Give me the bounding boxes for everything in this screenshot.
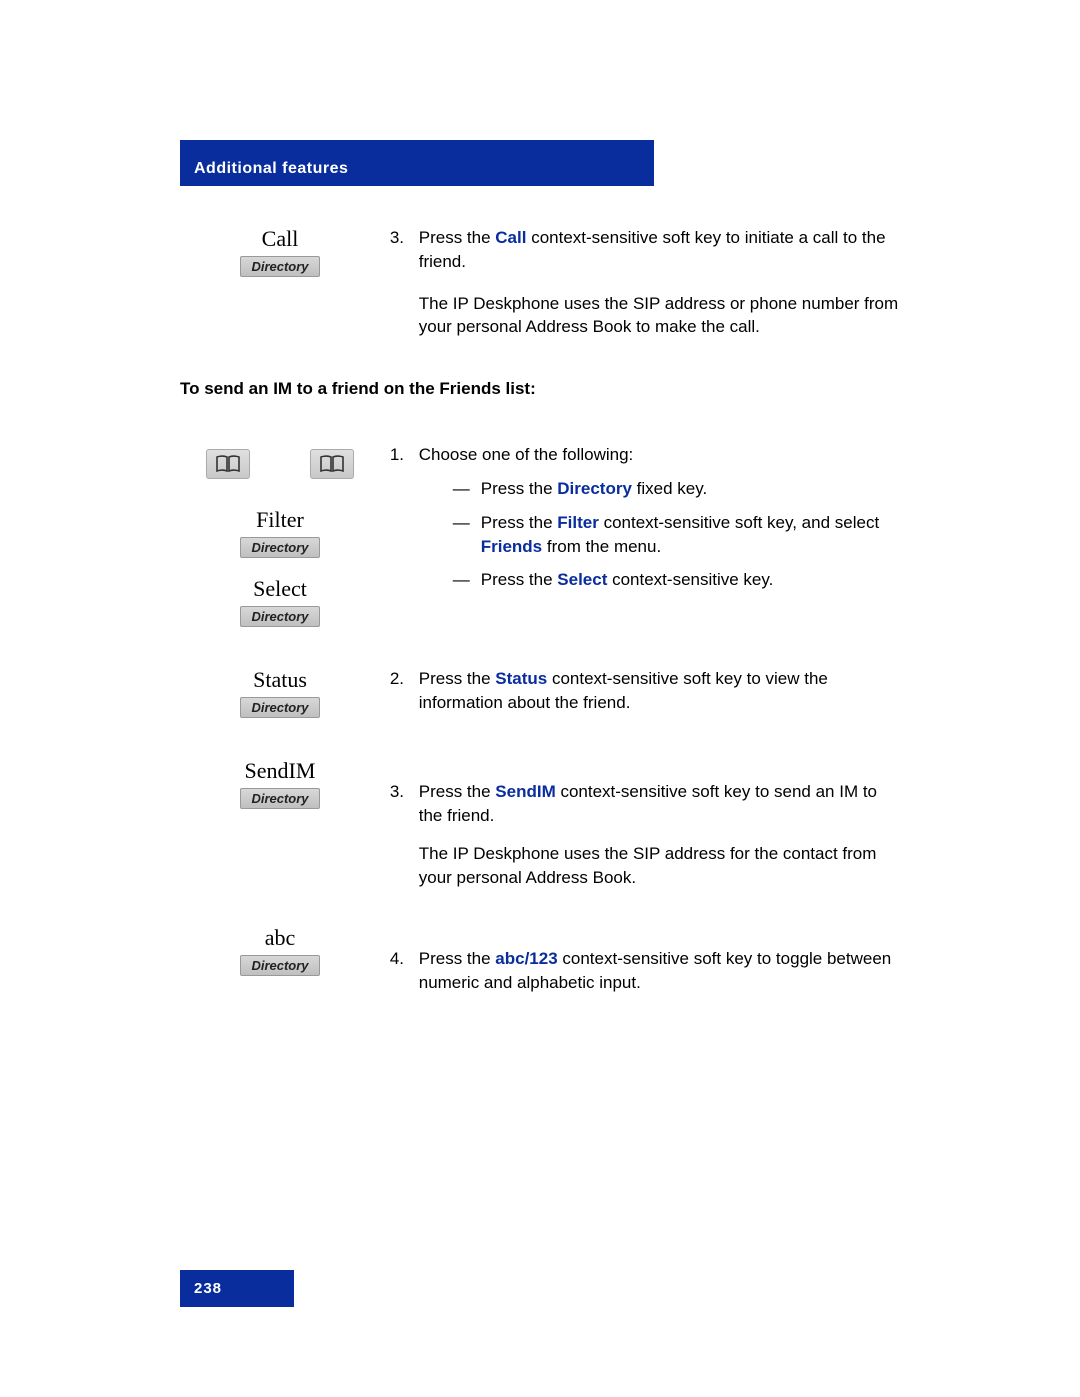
directory-key-icon[interactable] [206,449,250,479]
content-area: Call Directory 3. Press the Call context… [180,226,900,995]
softkey-label-abc: abc [180,925,380,951]
step-row-3: SendIM Directory 3. Press the SendIM con… [180,758,900,889]
bold-term: abc/123 [495,949,557,968]
step-text-call: 3. Press the Call context-sensitive soft… [380,226,900,339]
text-fragment: Press the [419,669,496,688]
step-number: 1. [380,443,404,467]
step-text-1: 1. Choose one of the following: —Press t… [380,443,900,602]
section-header-text: Additional features [194,160,348,177]
directory-button[interactable]: Directory [240,537,319,558]
procedure-heading: To send an IM to a friend on the Friends… [180,379,900,399]
dash-icon: — [453,477,481,501]
step-text-3: 3. Press the SendIM context-sensitive so… [380,758,900,889]
sub-text: Press the Filter context-sensitive soft … [481,511,895,559]
bold-term: Filter [557,513,599,532]
step-row-1: Filter Directory Select Directory 1. Cho… [180,443,900,627]
directory-button[interactable]: Directory [240,697,319,718]
left-col-step1: Filter Directory Select Directory [180,443,380,627]
paragraph: The IP Deskphone uses the SIP address or… [419,292,899,340]
left-col-step3: SendIM Directory [180,758,380,809]
dash-icon: — [453,568,481,592]
text-fragment: context-sensitive key. [607,570,773,589]
step-row-call: Call Directory 3. Press the Call context… [180,226,900,339]
section-header: Additional features [180,140,654,186]
text-fragment: context-sensitive soft key, and select [599,513,879,532]
step-body: Press the Call context-sensitive soft ke… [419,226,899,339]
sub-option: —Press the Filter context-sensitive soft… [453,511,899,559]
paragraph: The IP Deskphone uses the SIP address fo… [419,842,899,890]
text-fragment: Choose one of the following: [419,445,634,464]
text-fragment: from the menu. [542,537,661,556]
left-col-step2: Status Directory [180,667,380,718]
directory-key-icon[interactable] [310,449,354,479]
softkey-label-select: Select [180,576,380,602]
step-body: Press the abc/123 context-sensitive soft… [419,947,899,995]
text-fragment: Press the [481,513,558,532]
text-fragment: Press the [481,570,558,589]
softkey-label-sendim: SendIM [180,758,380,784]
bold-term: Friends [481,537,542,556]
bold-term: Directory [557,479,632,498]
page-footer: 238 [180,1270,294,1307]
softkey-label-status: Status [180,667,380,693]
sub-text: Press the Select context-sensitive key. [481,568,895,592]
directory-button[interactable]: Directory [240,788,319,809]
directory-button[interactable]: Directory [240,955,319,976]
bold-term: SendIM [495,782,555,801]
document-page: Additional features Call Directory 3. Pr… [0,0,1080,1397]
text-fragment: Press the [419,949,496,968]
text-fragment: fixed key. [632,479,707,498]
directory-button[interactable]: Directory [240,606,319,627]
step-text-4: 4. Press the abc/123 context-sensitive s… [380,925,900,995]
text-fragment: Press the [481,479,558,498]
step-body: Press the SendIM context-sensitive soft … [419,780,899,889]
sub-text: Press the Directory fixed key. [481,477,895,501]
directory-button[interactable]: Directory [240,256,319,277]
step-body: Press the Status context-sensitive soft … [419,667,899,715]
step-text-2: 2. Press the Status context-sensitive so… [380,667,900,715]
sub-option: —Press the Directory fixed key. [453,477,899,501]
step-row-4: abc Directory 4. Press the abc/123 conte… [180,925,900,995]
page-number: 238 [194,1280,222,1297]
step-number: 3. [380,780,404,804]
sub-option: —Press the Select context-sensitive key. [453,568,899,592]
text-fragment: Press the [419,228,496,247]
softkey-label-call: Call [180,226,380,252]
softkey-label-filter: Filter [180,507,380,533]
bold-term: Select [557,570,607,589]
step-row-2: Status Directory 2. Press the Status con… [180,667,900,718]
step-number: 2. [380,667,404,691]
left-col-call: Call Directory [180,226,380,277]
step-number: 3. [380,226,404,250]
step-body: Choose one of the following: —Press the … [419,443,899,602]
text-fragment: Press the [419,782,496,801]
step-number: 4. [380,947,404,971]
bold-term: Status [495,669,547,688]
bold-term: Call [495,228,526,247]
dash-icon: — [453,511,481,535]
book-icons-row [180,449,380,479]
left-col-step4: abc Directory [180,925,380,976]
